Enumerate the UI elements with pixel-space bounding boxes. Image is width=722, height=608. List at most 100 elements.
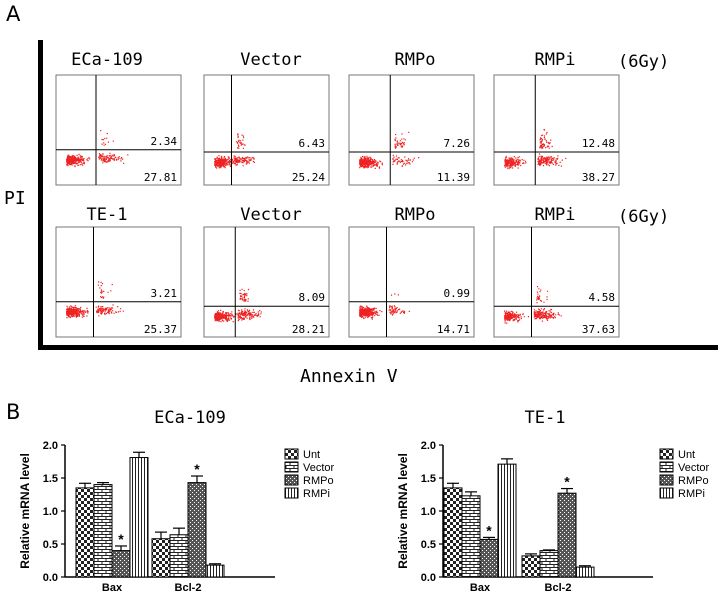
panel-a-x-axis (38, 345, 718, 350)
flow-plot-2-1: 3.21 25.37 (55, 226, 182, 338)
bar-vector-bax (461, 495, 481, 578)
bar-rmpo-bax (111, 550, 131, 578)
bar-unt-bcl-2 (521, 555, 541, 578)
upper-right-percent: 8.09 (299, 291, 326, 304)
upper-right-percent: 7.26 (444, 137, 471, 150)
flow-events (504, 128, 567, 170)
flow-plot-frame (348, 74, 475, 186)
lower-right-percent: 28.21 (292, 323, 325, 336)
y-axis-label: Relative mRNA level (396, 453, 410, 569)
flow-plot-2-4: 4.58 37.63 (493, 226, 620, 338)
flow-events (66, 130, 129, 168)
dose-label-1: (6Gy) (618, 52, 670, 72)
lower-right-percent: 25.37 (144, 323, 177, 336)
legend-label: RMPo (678, 475, 709, 487)
y-tick-label: 0.5 (43, 539, 58, 551)
legend-label: Unt (678, 449, 695, 461)
annexin-axis-label: Annexin V (300, 366, 398, 387)
flow-cytometry-plots: 2.34 27.81 6.43 25.24 7.26 11.39 12.48 38.27 3.2… (55, 74, 620, 338)
legend-swatch (284, 448, 299, 460)
flow-plot-1-3: 7.26 11.39 (348, 74, 475, 186)
chart-title: TE-1 (525, 408, 566, 428)
bar-vector-bax (93, 484, 113, 578)
pi-axis-label: PI (4, 188, 26, 209)
legend-label: RMPi (303, 488, 330, 500)
upper-right-percent: 3.21 (151, 287, 178, 300)
x-category-label: Bax (470, 582, 491, 594)
flow-plot-frame (55, 74, 182, 186)
flow-plot-2-2: 8.09 28.21 (203, 226, 330, 338)
flow-plot-2-3: 0.99 14.71 (348, 226, 475, 338)
flow-plot-frame (348, 226, 475, 338)
flow-plot-1-2: 6.43 25.24 (203, 74, 330, 186)
flow-plot-1-1: 2.34 27.81 (55, 74, 182, 186)
panel-a-y-axis (38, 40, 43, 348)
chart-title: ECa-109 (154, 408, 226, 428)
flow-events (504, 286, 562, 324)
y-tick-label: 1.5 (421, 473, 436, 485)
lower-right-percent: 38.27 (582, 171, 615, 184)
bar-unt-bax (443, 487, 463, 578)
y-tick-label: 1.0 (43, 506, 58, 518)
legend-swatch (659, 448, 674, 460)
legend-swatch (659, 487, 674, 499)
bar-rmpi-bcl-2 (575, 566, 595, 578)
x-category-label: Bcl-2 (175, 582, 202, 594)
legend-swatch (284, 474, 299, 486)
upper-right-percent: 6.43 (299, 137, 326, 150)
panel-b-label: B (6, 400, 21, 424)
y-tick-label: 2.0 (43, 440, 58, 452)
x-category-label: Bax (102, 582, 123, 594)
bar-unt-bcl-2 (151, 538, 171, 578)
lower-right-percent: 37.63 (582, 323, 615, 336)
legend-swatch (284, 461, 299, 473)
bar-rmpi-bcl-2 (205, 564, 225, 578)
flow-title-eca109: ECa-109 (71, 50, 143, 70)
legend-label: RMPo (303, 475, 334, 487)
flow-title-rmpi-2: RMPi (534, 205, 576, 225)
x-category-label: Bcl-2 (545, 582, 572, 594)
bar-rmpi-bax (497, 463, 517, 578)
flow-events (214, 133, 255, 169)
flow-plot-frame (55, 226, 182, 338)
y-tick-label: 0.0 (421, 572, 436, 584)
legend-label: Vector (303, 462, 335, 474)
bar-rmpi-bax (129, 457, 149, 578)
y-tick-label: 1.5 (43, 473, 58, 485)
bar-vector-bcl-2 (539, 550, 559, 578)
flow-title-te1: TE-1 (86, 205, 128, 225)
bar-rmpo-bax (479, 538, 499, 578)
bar-chart-1: ECa-109 Relative mRNA level 0.0 0.5 1.0 1.5 2.… (18, 408, 335, 594)
lower-right-percent: 25.24 (292, 171, 325, 184)
legend-label: RMPi (678, 488, 705, 500)
legend-swatch (659, 461, 674, 473)
lower-right-percent: 27.81 (144, 171, 177, 184)
legend-swatch (659, 474, 674, 486)
upper-right-percent: 2.34 (151, 135, 178, 148)
upper-right-percent: 0.99 (444, 287, 471, 300)
significance-marker: * (118, 531, 124, 547)
flow-title-rmpo-2: RMPo (394, 205, 436, 225)
flow-events (359, 293, 410, 320)
bar-unt-bax (75, 487, 95, 578)
significance-marker: * (486, 522, 492, 538)
bar-rmpo-bcl-2 (187, 482, 207, 578)
flow-events (66, 281, 124, 319)
bar-vector-bcl-2 (169, 534, 189, 578)
flow-plot-1-4: 12.48 38.27 (493, 74, 620, 186)
lower-right-percent: 14.71 (437, 323, 470, 336)
y-tick-label: 0.5 (421, 539, 436, 551)
flow-title-rmpi-1: RMPi (534, 50, 576, 70)
significance-marker: * (564, 474, 570, 490)
flow-events (214, 288, 262, 323)
y-tick-label: 0.0 (43, 572, 58, 584)
upper-right-percent: 4.58 (589, 291, 616, 304)
significance-marker: * (194, 461, 200, 477)
flow-events (359, 131, 420, 169)
legend-swatch (284, 487, 299, 499)
flow-title-rmpo-1: RMPo (394, 50, 436, 70)
panel-a-label: A (6, 2, 21, 26)
bar-rmpo-bcl-2 (557, 492, 577, 578)
flow-title-vector-2: Vector (240, 205, 302, 225)
